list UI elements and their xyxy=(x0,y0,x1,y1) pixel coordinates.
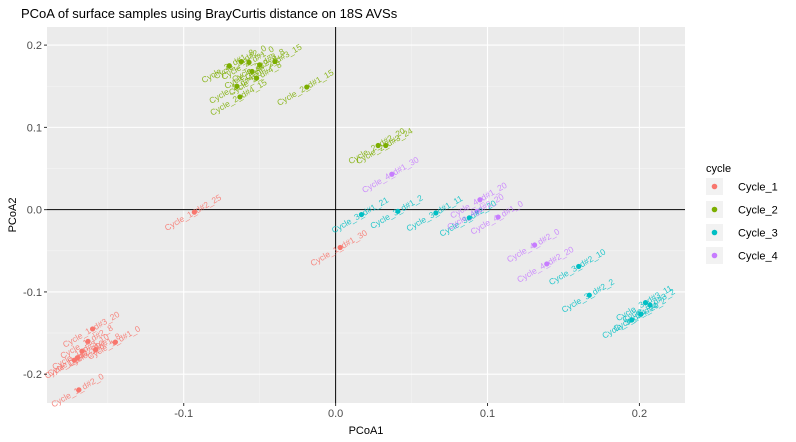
data-point xyxy=(226,63,232,69)
data-point xyxy=(337,244,343,251)
data-point xyxy=(93,346,99,353)
y-tick-label: 0.1 xyxy=(27,122,42,134)
data-point xyxy=(495,214,501,220)
data-point xyxy=(576,263,582,270)
data-point xyxy=(358,211,365,218)
x-tick-label: 0.0 xyxy=(328,408,343,420)
y-axis-ticks: -0.2 -0.1 0.0 0.1 0.2 xyxy=(23,40,47,381)
data-point xyxy=(383,142,389,149)
data-point xyxy=(112,339,118,345)
legend-entry-label: Cycle_2 xyxy=(738,205,778,217)
data-point xyxy=(191,209,197,215)
data-point xyxy=(89,326,96,332)
data-point xyxy=(477,197,483,203)
y-tick-label: 0.2 xyxy=(27,40,42,52)
legend-swatch xyxy=(711,206,718,213)
data-point xyxy=(238,58,245,65)
data-point xyxy=(629,317,635,323)
data-point xyxy=(272,58,278,65)
x-tick-label: 0.2 xyxy=(632,408,647,420)
points-layer xyxy=(71,58,653,393)
y-tick-label: -0.2 xyxy=(23,369,42,381)
data-point xyxy=(466,215,472,221)
data-point xyxy=(395,208,401,214)
y-tick-label: 0.0 xyxy=(27,205,42,217)
y-tick-label: -0.1 xyxy=(23,287,42,299)
data-point xyxy=(642,300,649,306)
legend-swatch xyxy=(711,229,718,236)
plot-panel xyxy=(47,27,685,403)
data-point xyxy=(246,59,252,65)
data-point xyxy=(76,387,82,393)
data-point xyxy=(474,208,480,214)
reference-lines xyxy=(47,27,685,403)
data-point xyxy=(304,84,310,90)
x-axis-ticks: -0.1 0.0 0.1 0.2 xyxy=(174,403,647,420)
legend-title: cycle xyxy=(706,163,731,175)
data-point xyxy=(237,94,243,100)
data-point xyxy=(586,292,592,298)
data-point xyxy=(375,142,381,149)
x-tick-label: -0.1 xyxy=(174,408,193,420)
data-point xyxy=(433,210,439,216)
data-point xyxy=(544,261,550,267)
x-axis-title: PCoA1 xyxy=(349,425,384,437)
legend-entry-label: Cycle_3 xyxy=(738,228,778,240)
data-point xyxy=(79,348,85,354)
data-point xyxy=(389,171,395,177)
legend-swatch xyxy=(711,252,718,259)
legend-entry-label: Cycle_1 xyxy=(738,182,778,194)
data-point xyxy=(249,68,255,75)
y-axis-title: PCoA2 xyxy=(7,198,19,233)
legend-swatch xyxy=(711,183,718,190)
data-point xyxy=(532,242,538,248)
data-point xyxy=(85,338,91,344)
x-tick-label: 0.1 xyxy=(480,408,495,420)
legend-entry-label: Cycle_4 xyxy=(738,251,778,263)
data-point xyxy=(257,62,263,68)
chart-title: PCoA of surface samples using BrayCurtis… xyxy=(21,6,398,21)
data-point xyxy=(234,83,240,89)
data-point xyxy=(638,311,644,317)
legend: cycle Cycle_1 Cycle_2 Cycle_3 Cycle_4 xyxy=(706,163,778,264)
data-point xyxy=(254,75,260,81)
data-point xyxy=(71,357,77,363)
data-point xyxy=(647,302,653,308)
minor-grid xyxy=(47,27,685,403)
